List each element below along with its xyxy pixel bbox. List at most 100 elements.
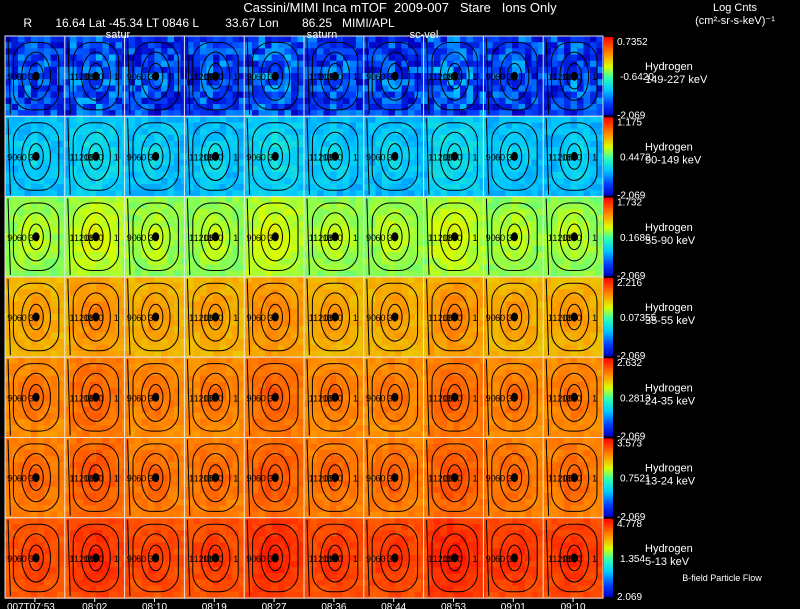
colorbar-max-label: 3.573 — [617, 439, 642, 450]
colorbar-4 — [604, 358, 613, 437]
contour-mid — [260, 292, 291, 342]
contour-label: 150 — [567, 233, 582, 243]
contour-outer — [12, 363, 60, 432]
contour-label: 180 — [562, 313, 577, 323]
contour-label: 1 — [472, 313, 477, 323]
planet-dot — [391, 151, 399, 161]
contour-mid — [200, 51, 231, 101]
contour-label: 1 — [69, 554, 74, 564]
contour-outer — [371, 523, 419, 593]
contour-mid — [499, 372, 530, 422]
channel-species-label: Hydrogen — [645, 543, 693, 555]
contour-label: 3 — [148, 554, 153, 564]
contour-label: 3 — [507, 152, 512, 162]
contour-label: 180 — [442, 554, 457, 564]
frame-2-4: 90 60 3 — [246, 198, 299, 275]
colorbar-min-label: -2.069 — [617, 191, 646, 202]
colorbar-mid-label: 1.354 — [620, 554, 645, 565]
planet-dot — [152, 473, 160, 483]
contour-label: 3 — [388, 393, 393, 403]
contour-label: 1 — [548, 233, 553, 243]
contour-inner — [447, 544, 463, 572]
contour-label: 150 — [208, 393, 223, 403]
contour-inner — [387, 544, 403, 572]
colorbar-6 — [604, 518, 613, 598]
planet-dot — [511, 312, 518, 322]
colorbar-mid-label: 0.4472 — [620, 152, 651, 163]
contour-label: 1 — [592, 233, 597, 243]
contour-label: 120 — [552, 233, 567, 243]
contour-label: 120 — [313, 233, 328, 243]
channel-energy-label: 149-227 keV — [645, 74, 708, 86]
frame-1-8: 90 60 3 — [486, 118, 538, 195]
contour-label: 180 — [203, 554, 218, 564]
contour-label: 1 — [548, 152, 553, 162]
contour-outer — [192, 523, 239, 593]
contour-label: 120 — [433, 233, 448, 243]
channel-energy-label: 5-13 keV — [645, 556, 690, 568]
contour-label: 90 — [486, 474, 496, 484]
contour-label: 60 — [136, 152, 146, 162]
time-tick-label: 08:02 — [82, 602, 107, 609]
contour-label: 90 — [366, 313, 376, 323]
colorbar-min-label: -2.069 — [617, 351, 646, 362]
contour-inner — [267, 464, 283, 491]
contour-mid — [200, 533, 231, 583]
field-line — [485, 359, 490, 436]
contour-label: 3 — [29, 152, 34, 162]
contour-mid — [81, 533, 111, 583]
contour-inner — [506, 143, 523, 170]
contour-inner — [28, 384, 44, 411]
field-line — [186, 198, 191, 275]
contour-mid — [81, 372, 111, 422]
contour-outer — [252, 282, 299, 352]
contour-label: 90 — [127, 233, 137, 243]
field-line — [67, 359, 71, 436]
contour-label: 150 — [328, 72, 343, 82]
contour-outer — [192, 122, 239, 191]
planet-dot — [511, 232, 518, 242]
contour-label: 180 — [84, 72, 99, 82]
contour-mid — [499, 533, 530, 583]
contour-label: 150 — [208, 554, 223, 564]
field-line — [67, 118, 71, 195]
contour-label: 3 — [507, 313, 512, 323]
channel-energy-label: 90-149 keV — [645, 154, 702, 166]
planet-dot — [152, 71, 160, 81]
contour-label: 180 — [84, 233, 99, 243]
field-line — [7, 278, 11, 356]
time-tick-label: 08:53 — [441, 602, 466, 609]
time-tick-label: 08:44 — [381, 602, 406, 609]
planet-dot — [511, 151, 518, 161]
field-line — [186, 439, 191, 516]
contour-label: 120 — [194, 233, 209, 243]
contour-outer — [371, 282, 419, 352]
contour-inner — [88, 62, 104, 90]
contour-label: 150 — [208, 474, 223, 484]
colorbar-0 — [604, 37, 613, 116]
colorbar-max-label: 1.175 — [617, 117, 642, 128]
contour-label: 90 — [246, 152, 256, 162]
contour-inner — [207, 544, 224, 572]
contour-mid — [439, 212, 470, 262]
field-line — [485, 519, 490, 597]
contour-outer — [551, 363, 598, 432]
planet-dot — [271, 473, 279, 483]
contour-label: 180 — [323, 152, 338, 162]
contour-label: 60 — [17, 313, 27, 323]
frame-1-2: 90 60 3 — [127, 118, 179, 195]
contour-label: 60 — [256, 393, 266, 403]
planet-dot — [32, 312, 40, 322]
time-tick-label: 08:27 — [262, 602, 287, 609]
colorbar-mid-label: -0.6420 — [620, 72, 654, 83]
field-line — [246, 118, 251, 195]
contour-label: 60 — [17, 474, 27, 484]
contour-label: 60 — [495, 554, 505, 564]
planet-dot — [511, 553, 518, 563]
contour-label: 60 — [375, 393, 385, 403]
time-tick-label: 08:19 — [202, 602, 227, 609]
field-line — [306, 278, 310, 356]
